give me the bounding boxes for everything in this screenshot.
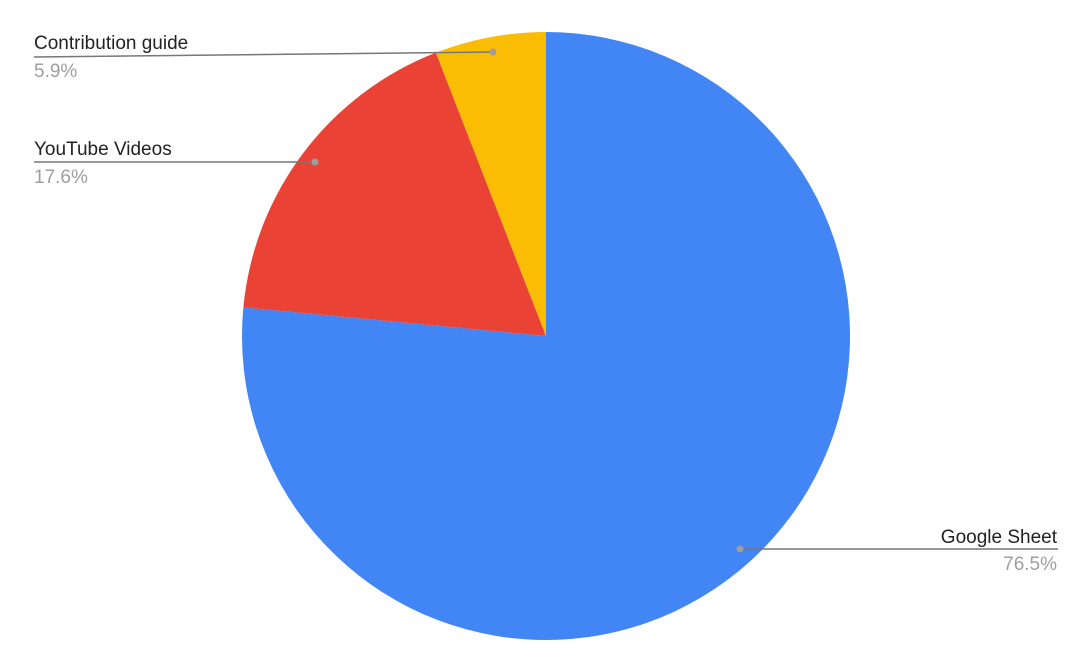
leader-lines (33, 48, 1058, 553)
leader-dot (489, 48, 497, 56)
leader-dot (736, 545, 744, 553)
slice-label-google-sheet: Google Sheet (941, 527, 1058, 548)
slice-percent-contribution-guide: 5.9% (34, 61, 77, 82)
leader-dot (311, 158, 319, 166)
slice-label-youtube-videos: YouTube Videos (34, 139, 172, 160)
slice-label-contribution-guide: Contribution guide (34, 33, 188, 54)
slice-percent-youtube-videos: 17.6% (34, 167, 88, 188)
leader-line (33, 51, 494, 58)
pie-slice-youtube-videos (243, 52, 546, 336)
pie-slice-contribution-guide (435, 32, 546, 336)
pie-slices (242, 32, 851, 640)
slice-percent-google-sheet: 76.5% (1003, 554, 1057, 575)
